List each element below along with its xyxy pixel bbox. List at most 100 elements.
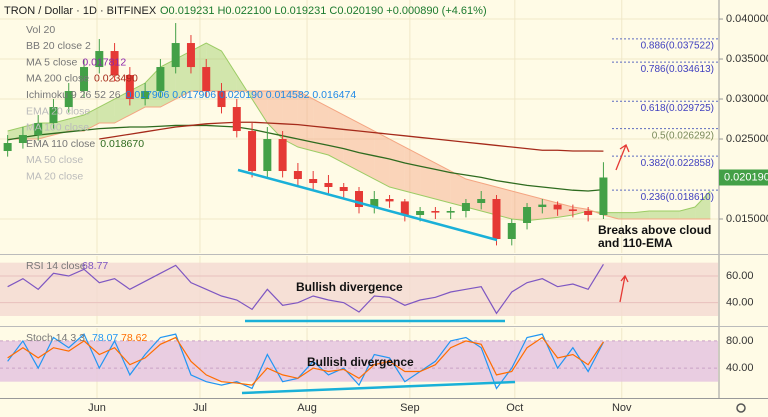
candle-body bbox=[156, 67, 165, 92]
legend-name: BB 20 close 2 bbox=[26, 40, 91, 52]
cloud-segment bbox=[374, 131, 390, 188]
x-tick-label: Aug bbox=[297, 402, 317, 414]
x-tick-label: Jun bbox=[88, 402, 106, 414]
cloud-segment bbox=[649, 211, 665, 220]
stoch-band bbox=[0, 340, 718, 382]
legend-name: Ichimoku 9 26 52 26 bbox=[26, 89, 121, 101]
fib-label: 0.618(0.029725) bbox=[641, 103, 714, 114]
legend-name: Vol 20 bbox=[26, 24, 55, 36]
quote: O0.019231 H0.022100 L0.019231 C0.020190 … bbox=[160, 5, 487, 17]
legend-name: MA 5 close bbox=[26, 56, 78, 68]
fib-label: 0.382(0.022858) bbox=[641, 158, 714, 169]
cloud-segment bbox=[252, 91, 268, 124]
cloud-segment bbox=[328, 107, 344, 164]
candle-body bbox=[339, 187, 348, 192]
candle-body bbox=[171, 43, 180, 68]
legend-value: 0.017812 bbox=[82, 56, 126, 68]
candle-body bbox=[263, 139, 272, 172]
panel-title: Stoch 14 3 3 bbox=[26, 332, 85, 344]
stoch-line bbox=[7, 333, 604, 390]
cloud-segment bbox=[343, 115, 359, 172]
ma-line bbox=[7, 124, 604, 192]
cloud-segment bbox=[695, 191, 711, 220]
legend-value: 0.017906 0.017906 0.020190 0.014582 0.01… bbox=[126, 89, 357, 101]
candle-body bbox=[400, 201, 409, 216]
candle-body bbox=[324, 183, 333, 188]
legend-value: 0.018670 bbox=[100, 138, 144, 150]
panel-value: 78.62 bbox=[121, 332, 147, 344]
fib-label: 0.786(0.034613) bbox=[641, 64, 714, 75]
candle-body bbox=[125, 75, 134, 100]
fib-label: 0.886(0.037522) bbox=[641, 40, 714, 51]
cloud-segment bbox=[542, 199, 558, 220]
cloud-segment bbox=[297, 91, 314, 152]
chart-title: TRON / Dollar · 1D · BITFINEX bbox=[4, 5, 157, 17]
y-tick-label: 40.00 bbox=[726, 297, 754, 309]
panel-value: 78.07 bbox=[92, 332, 118, 344]
y-tick-label: 80.00 bbox=[726, 335, 754, 347]
cloud-segment bbox=[282, 91, 298, 148]
candle-body bbox=[18, 135, 27, 144]
legend-value: 0.023490 bbox=[94, 73, 138, 85]
candle-body bbox=[293, 171, 302, 180]
x-tick-label: Jul bbox=[193, 402, 207, 414]
x-tick-label: Sep bbox=[400, 402, 420, 414]
candle-body bbox=[232, 107, 241, 132]
legend-name: EMA 20 close bbox=[26, 105, 90, 117]
legend-name: MA 100 close bbox=[26, 122, 89, 134]
cloud-segment bbox=[664, 211, 680, 220]
x-tick-label: Nov bbox=[612, 402, 632, 414]
candle-body bbox=[584, 211, 593, 216]
candle-body bbox=[461, 203, 470, 212]
candle-body bbox=[110, 51, 119, 76]
last-price-label: 0.020190 bbox=[724, 171, 768, 183]
candle-body bbox=[416, 211, 425, 216]
cloud-segment bbox=[359, 123, 375, 180]
trendline bbox=[241, 380, 516, 395]
candle-body bbox=[49, 107, 58, 124]
cloud-segment bbox=[420, 155, 436, 200]
settings-icon[interactable] bbox=[736, 403, 746, 413]
candle-body bbox=[568, 209, 577, 212]
candle-body bbox=[523, 207, 532, 224]
panel-value: 68.77 bbox=[82, 260, 108, 272]
candle-body bbox=[141, 91, 150, 100]
arrow bbox=[619, 274, 629, 303]
candle-body bbox=[431, 211, 440, 213]
candle-body bbox=[34, 123, 43, 136]
stoch-line bbox=[7, 336, 604, 386]
legend-name: MA 50 close bbox=[26, 154, 83, 166]
candle-body bbox=[370, 199, 379, 208]
y-tick-label: 0.030000 bbox=[726, 93, 768, 105]
arrow bbox=[615, 144, 630, 171]
candle-body bbox=[507, 223, 516, 240]
cloud-segment bbox=[450, 171, 466, 208]
candle-body bbox=[217, 91, 226, 108]
rsi-line bbox=[7, 263, 604, 315]
cloud-segment bbox=[435, 163, 451, 204]
candle-body bbox=[202, 67, 211, 92]
cloud-segment bbox=[68, 115, 85, 132]
cloud-segment bbox=[404, 147, 421, 196]
annotation: Bullish divergence bbox=[296, 280, 403, 294]
candle-body bbox=[248, 131, 257, 172]
cloud-segment bbox=[389, 139, 405, 192]
candle-body bbox=[278, 139, 287, 172]
y-tick-label: 0.040000 bbox=[726, 13, 768, 25]
candle-body bbox=[477, 199, 486, 204]
cloud-segment bbox=[236, 75, 253, 100]
y-tick-label: 0.015000 bbox=[726, 213, 768, 225]
annotation: Breaks above cloud bbox=[598, 223, 711, 237]
candle-body bbox=[64, 91, 73, 108]
fib-label: 0.5(0.026292) bbox=[652, 130, 714, 141]
candle-body bbox=[553, 204, 562, 210]
candle-body bbox=[446, 211, 455, 213]
annotation: and 110-EMA bbox=[598, 236, 673, 250]
cloud-segment bbox=[633, 211, 650, 220]
candle-body bbox=[385, 199, 394, 202]
fib-label: 0.236(0.018610) bbox=[641, 192, 714, 203]
candle-body bbox=[3, 143, 12, 152]
x-tick-label: Oct bbox=[506, 402, 523, 414]
legend-name: MA 200 close bbox=[26, 73, 89, 85]
